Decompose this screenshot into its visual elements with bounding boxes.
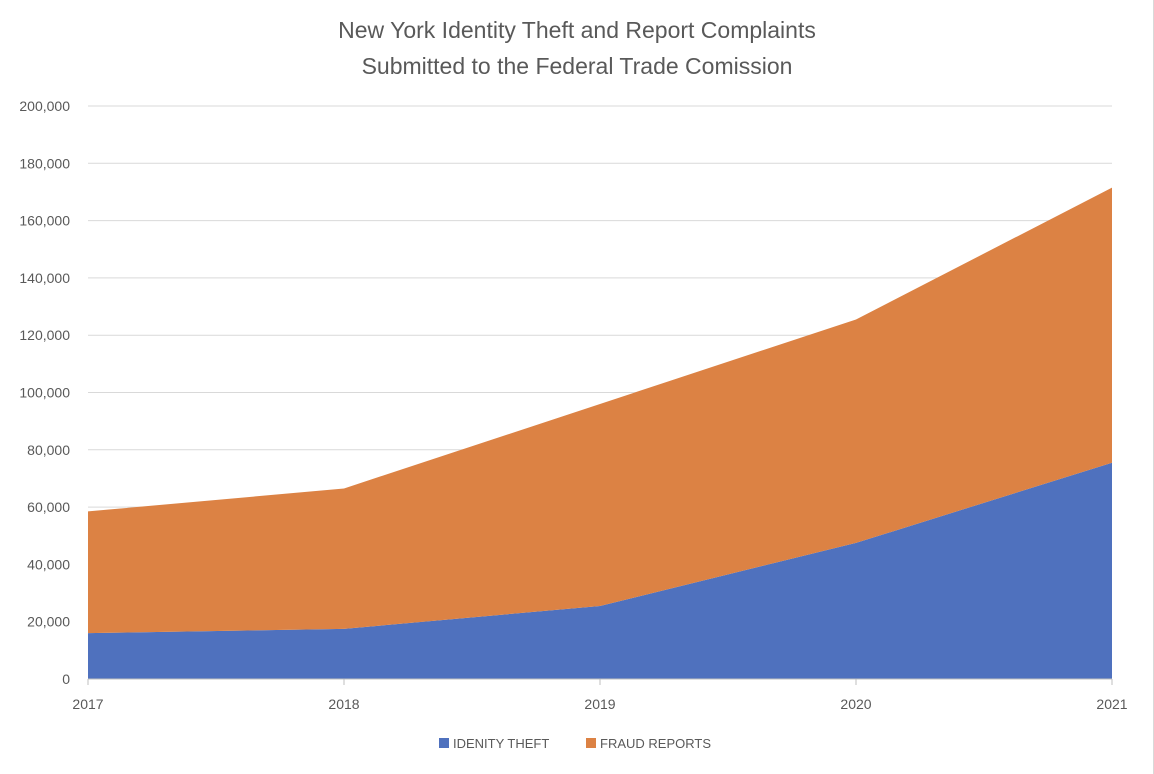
area-series-1: [88, 187, 1112, 634]
x-tick-label: 2019: [584, 696, 615, 712]
legend-label-series-0: IDENITY THEFT: [453, 736, 549, 751]
x-tick-label: 2021: [1096, 696, 1127, 712]
x-tick-label: 2017: [72, 696, 103, 712]
area-series-0: [88, 462, 1112, 679]
y-tick-label: 180,000: [19, 155, 70, 171]
chart-title-line-2: Submitted to the Federal Trade Comission: [361, 53, 793, 79]
y-tick-label: 140,000: [19, 270, 70, 286]
chart-title-line-1: New York Identity Theft and Report Compl…: [338, 17, 816, 43]
y-tick-label: 40,000: [27, 556, 70, 572]
legend-label-series-1: FRAUD REPORTS: [600, 736, 711, 751]
y-tick-label: 120,000: [19, 327, 70, 343]
legend-swatch-series-0: [439, 738, 449, 748]
y-tick-label: 0: [62, 671, 70, 687]
y-tick-label: 200,000: [19, 98, 70, 114]
y-tick-label: 20,000: [27, 614, 70, 630]
x-tick-label: 2018: [328, 696, 359, 712]
legend-swatch-series-1: [586, 738, 596, 748]
x-tick-label: 2020: [840, 696, 871, 712]
y-tick-label: 100,000: [19, 385, 70, 401]
y-tick-label: 60,000: [27, 499, 70, 515]
y-tick-label: 160,000: [19, 213, 70, 229]
y-tick-label: 80,000: [27, 442, 70, 458]
